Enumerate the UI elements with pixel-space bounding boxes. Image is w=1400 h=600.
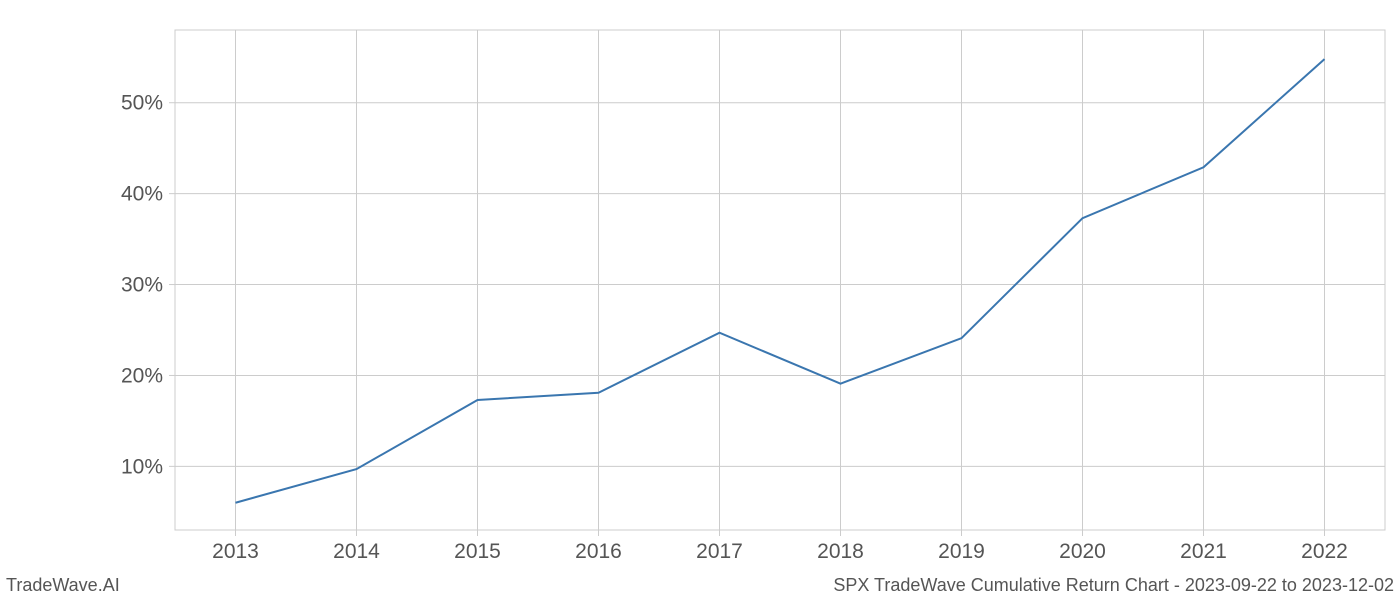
x-tick-label: 2020	[1059, 540, 1106, 563]
x-tick-label: 2016	[575, 540, 622, 563]
y-tick-label: 30%	[121, 274, 163, 297]
x-tick-label: 2014	[333, 540, 380, 563]
footer-left-label: TradeWave.AI	[6, 575, 120, 596]
data-line	[236, 59, 1325, 503]
x-tick-label: 2015	[454, 540, 501, 563]
y-tick-label: 40%	[121, 183, 163, 206]
line-chart: 2013 2014 2015 2016 2017 2018 2019 2020 2021 2022…	[0, 0, 1400, 600]
y-tick-label: 50%	[121, 92, 163, 115]
x-tick-label: 2019	[938, 540, 985, 563]
y-tick-label: 10%	[121, 455, 163, 478]
x-tick-label: 2022	[1301, 540, 1348, 563]
x-tick-label: 2013	[212, 540, 259, 563]
x-tick-label: 2018	[817, 540, 864, 563]
x-tick-label: 2021	[1180, 540, 1227, 563]
chart-container: 2013 2014 2015 2016 2017 2018 2019 2020 2021 2022…	[0, 0, 1400, 600]
footer-right-label: SPX TradeWave Cumulative Return Chart - …	[833, 575, 1394, 596]
y-tick-label: 20%	[121, 364, 163, 387]
x-tick-label: 2017	[696, 540, 743, 563]
